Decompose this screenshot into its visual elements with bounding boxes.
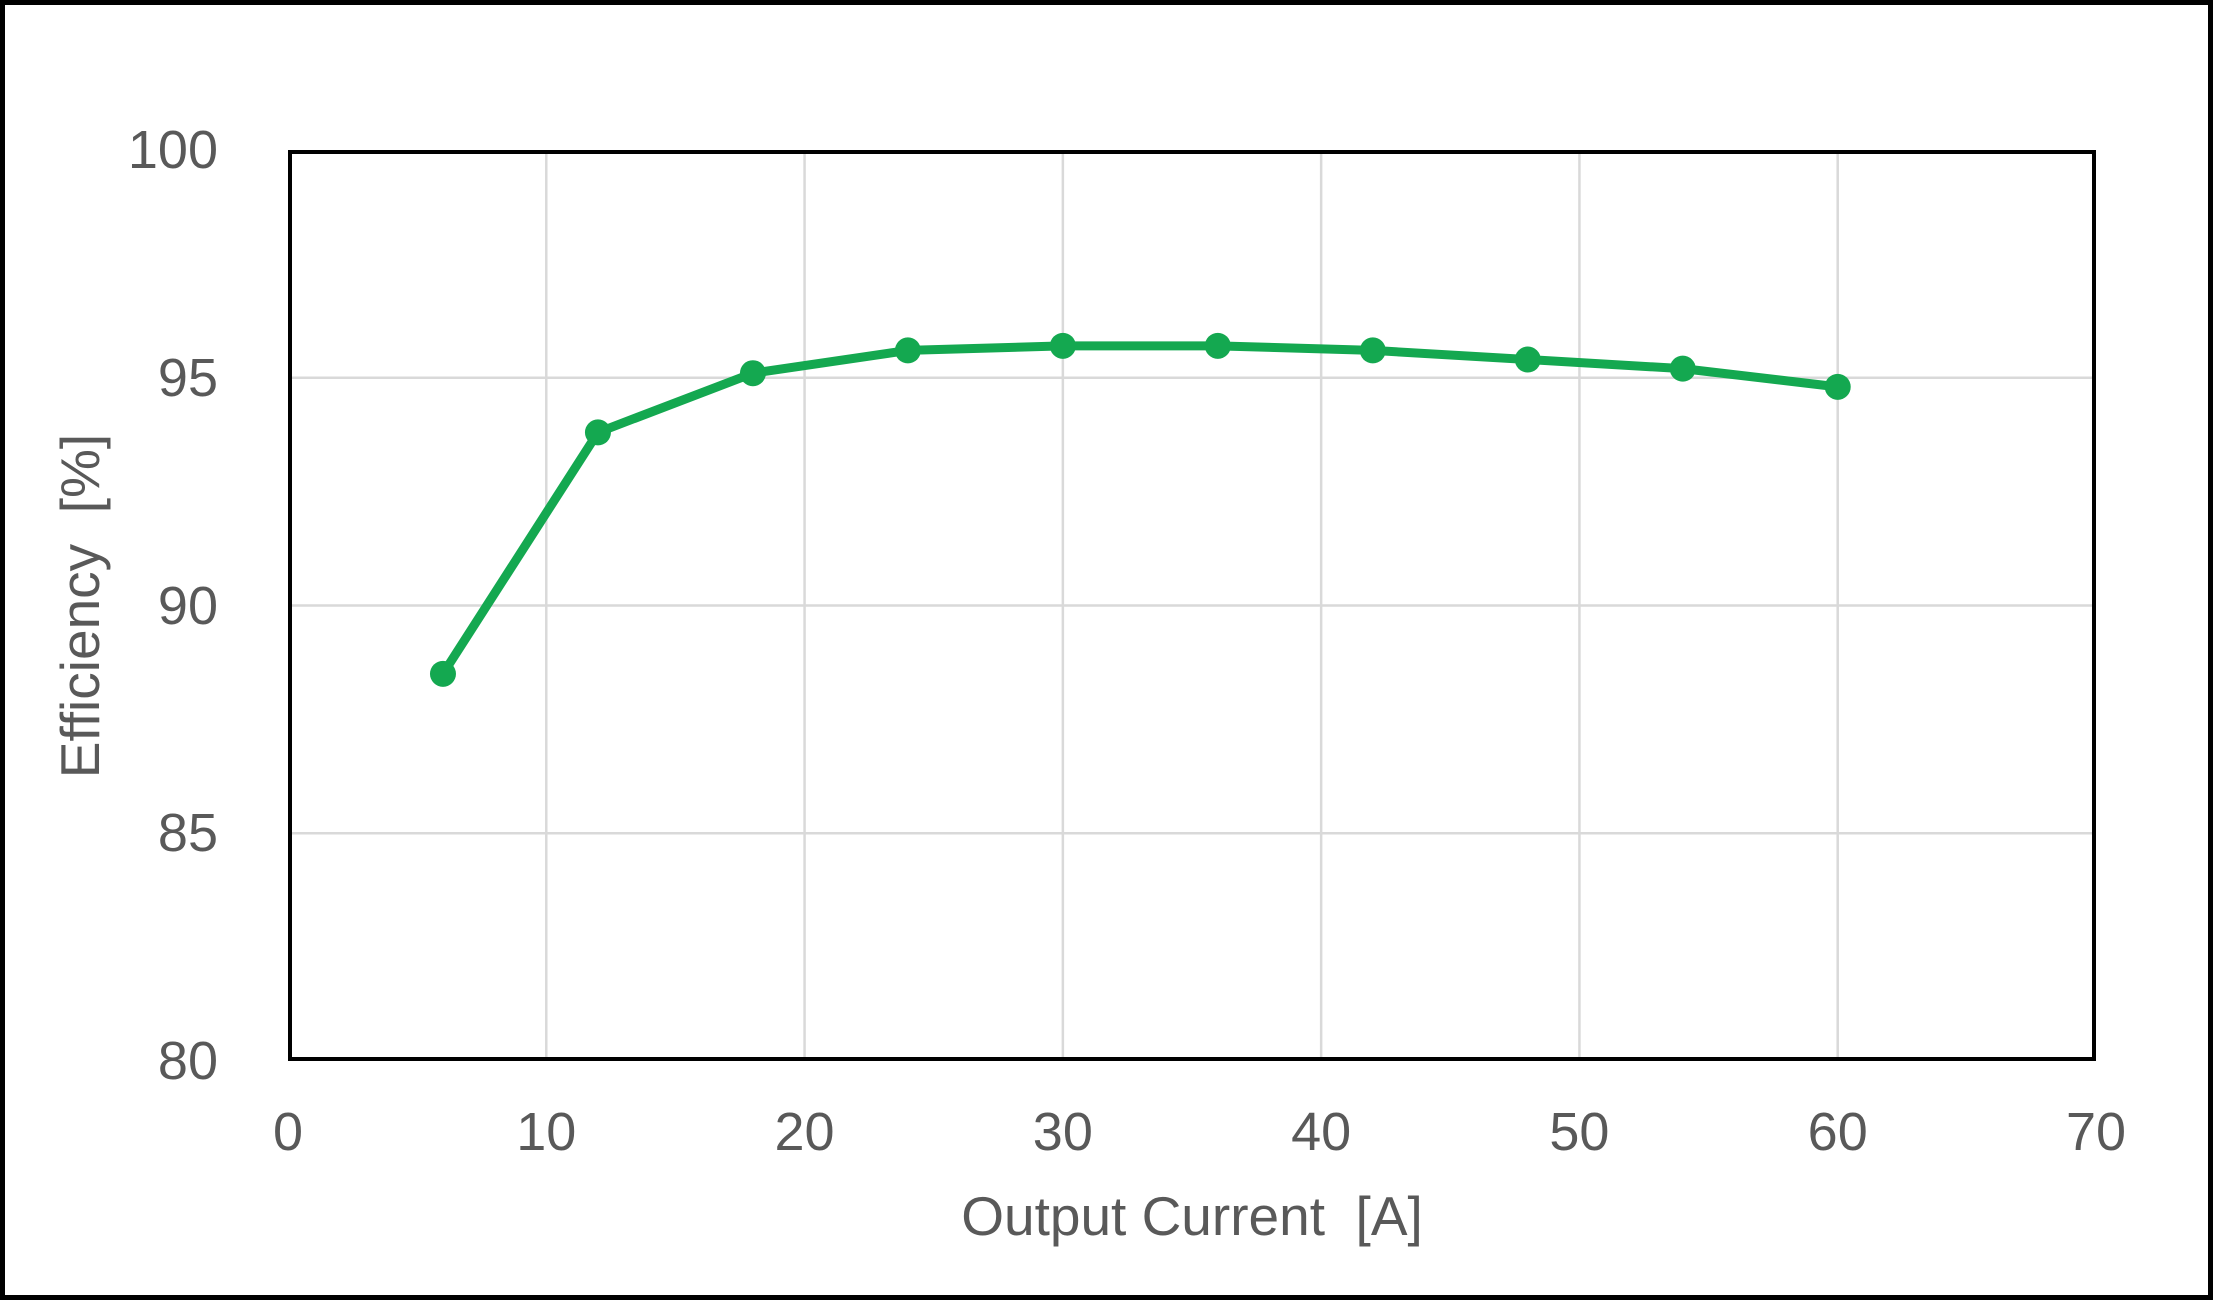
data-point-marker [1669, 355, 1696, 382]
y-tick-label: 80 [157, 1031, 218, 1091]
data-point-marker [1204, 332, 1231, 359]
y-tick-label: 100 [127, 120, 218, 180]
x-tick-label: 10 [516, 1102, 577, 1162]
data-point-marker [739, 360, 766, 387]
x-tick-label: 50 [1549, 1102, 1610, 1162]
plot-border [288, 150, 2096, 1061]
y-tick-label: 95 [157, 347, 218, 408]
x-tick-label: 30 [1032, 1102, 1093, 1162]
data-point-marker [894, 337, 921, 364]
data-point-marker [1359, 337, 1386, 364]
x-tick-label: 0 [272, 1102, 304, 1162]
data-point-marker [1049, 332, 1076, 359]
plot-area [288, 150, 2096, 1061]
x-tick-label: 20 [774, 1102, 835, 1162]
y-tick-label: 85 [157, 803, 218, 864]
x-axis-title: Output Current [A] [961, 1185, 1423, 1247]
x-tick-label: 70 [2065, 1102, 2127, 1162]
data-point-marker [429, 660, 456, 687]
series-line [438, 341, 1843, 679]
data-point-marker [584, 419, 611, 446]
data-point-marker [1514, 346, 1541, 373]
x-tick-label: 60 [1807, 1102, 1868, 1162]
x-tick-label: 40 [1291, 1102, 1352, 1162]
y-tick-label: 90 [157, 575, 218, 636]
data-point-marker [1824, 373, 1851, 400]
